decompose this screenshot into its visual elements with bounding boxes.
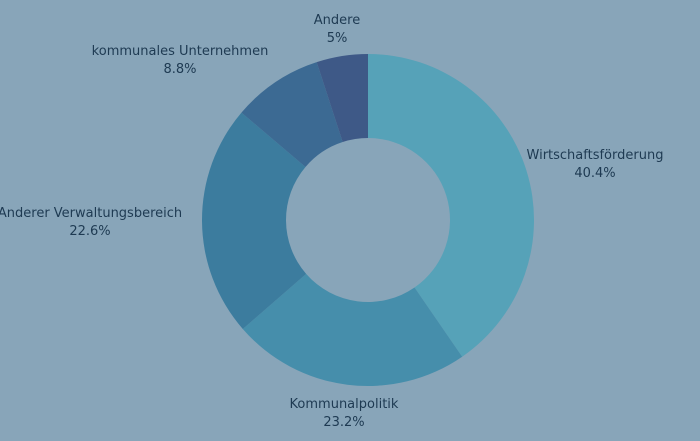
slice-kommunales-unternehmen[interactable]	[241, 62, 343, 167]
slice-group	[202, 54, 534, 387]
slice-value-label: 8.8%	[163, 62, 196, 77]
slice-label: Anderer Verwaltungsbereich	[0, 206, 182, 221]
slice-label: Wirtschaftsförderung	[527, 148, 664, 163]
slice-kommunalpolitik[interactable]	[242, 273, 463, 387]
slice-label: kommunales Unternehmen	[92, 44, 269, 59]
slice-value-label: 23.2%	[323, 415, 364, 430]
slice-value-label: 5%	[327, 31, 348, 46]
slice-label: Kommunalpolitik	[290, 397, 399, 412]
slice-andere[interactable]	[316, 54, 368, 143]
slice-value-label: 22.6%	[69, 224, 110, 239]
slice-value-label: 40.4%	[574, 166, 615, 181]
slice-wirtschaftsförderung[interactable]	[368, 54, 534, 357]
slice-anderer-verwaltungsbereich[interactable]	[202, 112, 307, 329]
label-group: Wirtschaftsförderung 40.4% Kommunalpolitik…	[0, 13, 663, 430]
slice-label: Andere	[314, 13, 360, 28]
